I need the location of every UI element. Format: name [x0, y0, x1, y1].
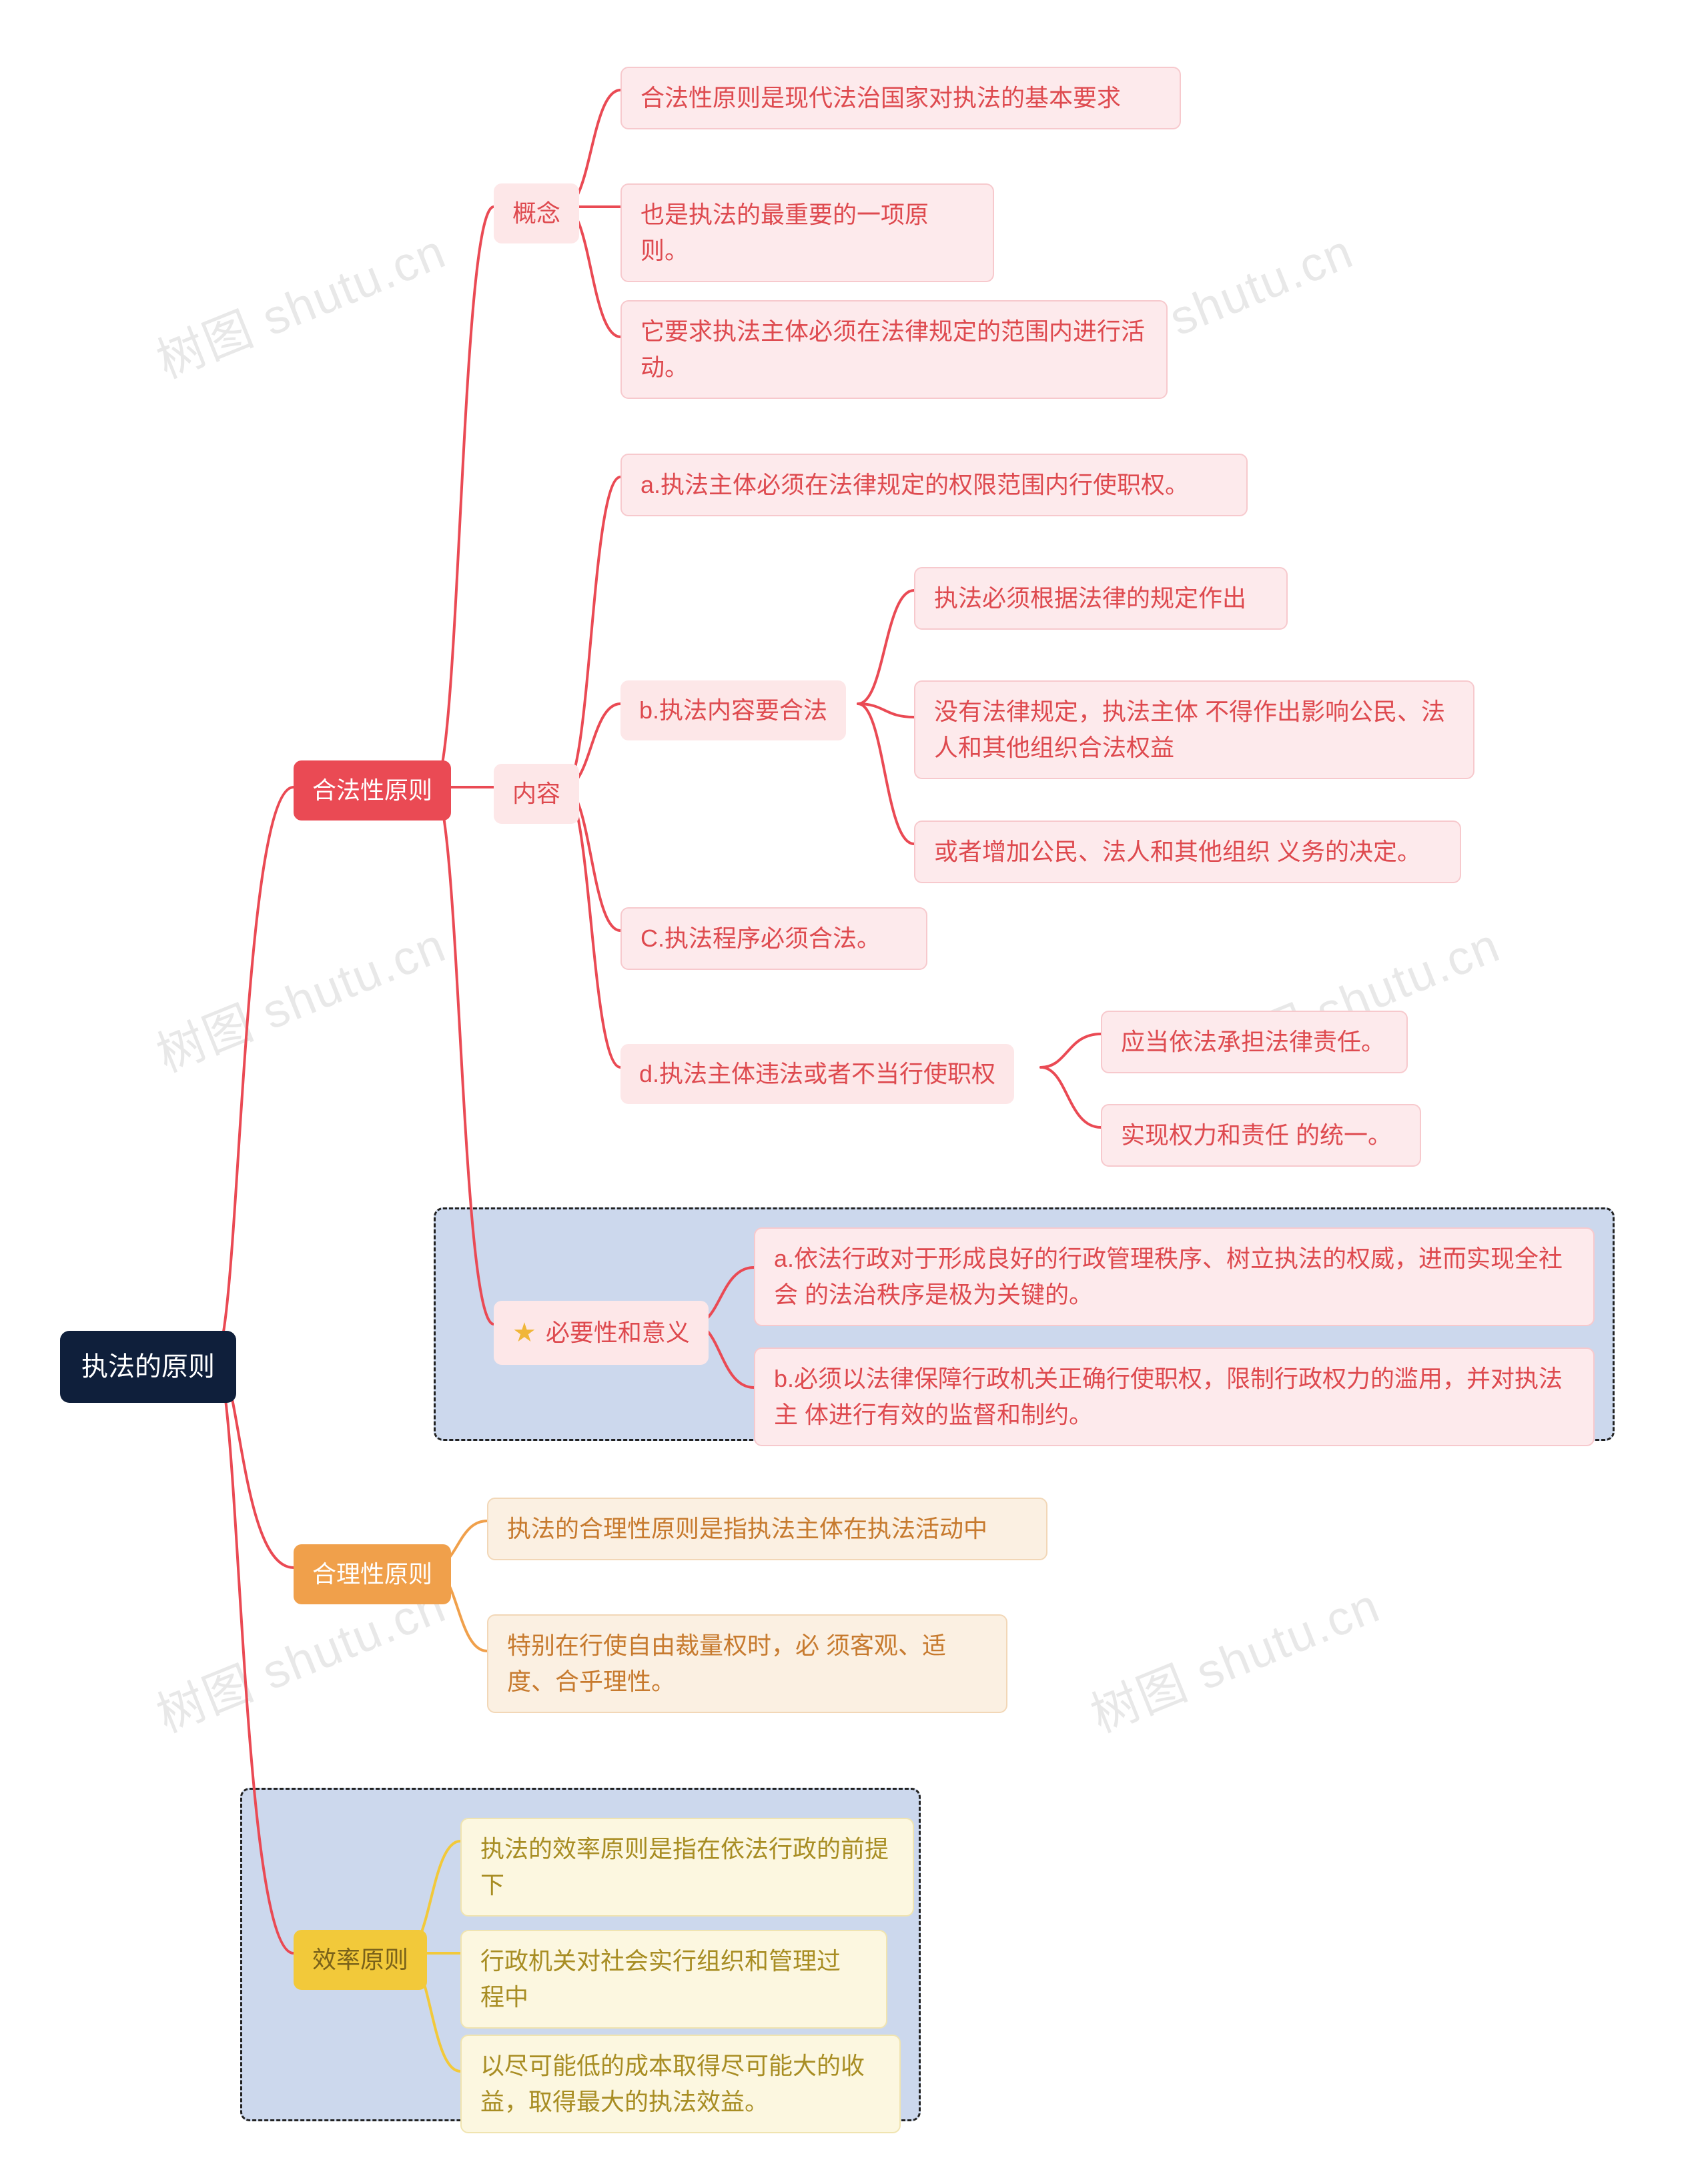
leaf-text: b.必须以法律保障行政机关正确行使职权，限制行政权力的滥用，并对执法主 体进行有…: [774, 1361, 1575, 1433]
leaf-content-a[interactable]: a.执法主体必须在法律规定的权限范围内行使职权。: [620, 454, 1248, 516]
leaf-content-b-0[interactable]: 执法必须根据法律的规定作出: [914, 567, 1288, 630]
star-icon: ★: [512, 1313, 536, 1353]
node-reasonableness-label: 合理性原则: [312, 1556, 432, 1592]
leaf-text: 应当依法承担法律责任。: [1121, 1024, 1385, 1060]
node-legality-necessity[interactable]: ★ 必要性和意义: [494, 1301, 709, 1365]
node-legality-label: 合法性原则: [312, 772, 432, 808]
leaf-text: C.执法程序必须合法。: [640, 921, 881, 957]
leaf-concept-0[interactable]: 合法性原则是现代法治国家对执法的基本要求: [620, 67, 1181, 129]
leaf-text: a.执法主体必须在法律规定的权限范围内行使职权。: [640, 467, 1189, 503]
leaf-text: 执法的合理性原则是指执法主体在执法活动中: [507, 1511, 987, 1547]
node-legality-content-label: 内容: [512, 776, 560, 812]
node-reasonableness[interactable]: 合理性原则: [294, 1544, 451, 1604]
watermark: 树图 shutu.cn: [145, 212, 454, 392]
node-content-d-label: d.执法主体违法或者不当行使职权: [639, 1056, 995, 1092]
leaf-text: a.依法行政对于形成良好的行政管理秩序、树立执法的权威，进而实现全社会 的法治秩…: [774, 1241, 1575, 1313]
leaf-text: 特别在行使自由裁量权时，必 须客观、适度、合乎理性。: [507, 1628, 987, 1700]
node-content-b-label: b.执法内容要合法: [639, 692, 827, 728]
leaf-necessity-0[interactable]: a.依法行政对于形成良好的行政管理秩序、树立执法的权威，进而实现全社会 的法治秩…: [754, 1227, 1595, 1326]
node-legality[interactable]: 合法性原则: [294, 760, 451, 821]
leaf-text: 实现权力和责任 的统一。: [1121, 1117, 1392, 1153]
root-label: 执法的原则: [81, 1347, 215, 1387]
leaf-efficiency-2[interactable]: 以尽可能低的成本取得尽可能大的收益，取得最大的执法效益。: [460, 2035, 901, 2133]
leaf-text: 执法的效率原则是指在依法行政的前提下: [480, 1831, 894, 1903]
node-legality-concept[interactable]: 概念: [494, 183, 579, 243]
leaf-content-c[interactable]: C.执法程序必须合法。: [620, 907, 927, 970]
leaf-text: 也是执法的最重要的一项原则。: [640, 197, 974, 269]
leaf-content-d-1[interactable]: 实现权力和责任 的统一。: [1101, 1104, 1421, 1167]
leaf-efficiency-0[interactable]: 执法的效率原则是指在依法行政的前提下: [460, 1818, 914, 1917]
leaf-reasonableness-0[interactable]: 执法的合理性原则是指执法主体在执法活动中: [487, 1498, 1047, 1560]
leaf-content-b-2[interactable]: 或者增加公民、法人和其他组织 义务的决定。: [914, 821, 1461, 883]
node-legality-concept-label: 概念: [512, 195, 560, 231]
node-efficiency-label: 效率原则: [312, 1942, 408, 1978]
leaf-reasonableness-1[interactable]: 特别在行使自由裁量权时，必 须客观、适度、合乎理性。: [487, 1614, 1007, 1713]
node-content-d[interactable]: d.执法主体违法或者不当行使职权: [620, 1044, 1014, 1104]
leaf-content-d-0[interactable]: 应当依法承担法律责任。: [1101, 1011, 1408, 1073]
leaf-efficiency-1[interactable]: 行政机关对社会实行组织和管理过 程中: [460, 1930, 887, 2029]
node-efficiency[interactable]: 效率原则: [294, 1930, 427, 1990]
watermark: 树图 shutu.cn: [1079, 1566, 1388, 1746]
watermark: 树图 shutu.cn: [145, 906, 454, 1085]
node-legality-content[interactable]: 内容: [494, 764, 579, 824]
leaf-text: 行政机关对社会实行组织和管理过 程中: [480, 1943, 867, 2015]
leaf-text: 以尽可能低的成本取得尽可能大的收益，取得最大的执法效益。: [480, 2048, 881, 2120]
leaf-text: 或者增加公民、法人和其他组织 义务的决定。: [934, 834, 1421, 870]
leaf-concept-1[interactable]: 也是执法的最重要的一项原则。: [620, 183, 994, 282]
leaf-content-b-1[interactable]: 没有法律规定，执法主体 不得作出影响公民、法人和其他组织合法权益: [914, 680, 1474, 779]
leaf-necessity-1[interactable]: b.必须以法律保障行政机关正确行使职权，限制行政权力的滥用，并对执法主 体进行有…: [754, 1347, 1595, 1446]
mindmap-canvas: 树图 shutu.cn 树图 shutu.cn 树图 shutu.cn 树图 s…: [0, 0, 1708, 2172]
leaf-text: 它要求执法主体必须在法律规定的范围内进行活动。: [640, 314, 1148, 386]
leaf-text: 没有法律规定，执法主体 不得作出影响公民、法人和其他组织合法权益: [934, 694, 1454, 766]
node-legality-necessity-label: 必要性和意义: [546, 1315, 690, 1351]
node-content-b[interactable]: b.执法内容要合法: [620, 680, 846, 740]
root-node[interactable]: 执法的原则: [60, 1331, 236, 1403]
leaf-text: 执法必须根据法律的规定作出: [934, 580, 1246, 616]
leaf-text: 合法性原则是现代法治国家对执法的基本要求: [640, 80, 1121, 116]
leaf-concept-2[interactable]: 它要求执法主体必须在法律规定的范围内进行活动。: [620, 300, 1168, 399]
